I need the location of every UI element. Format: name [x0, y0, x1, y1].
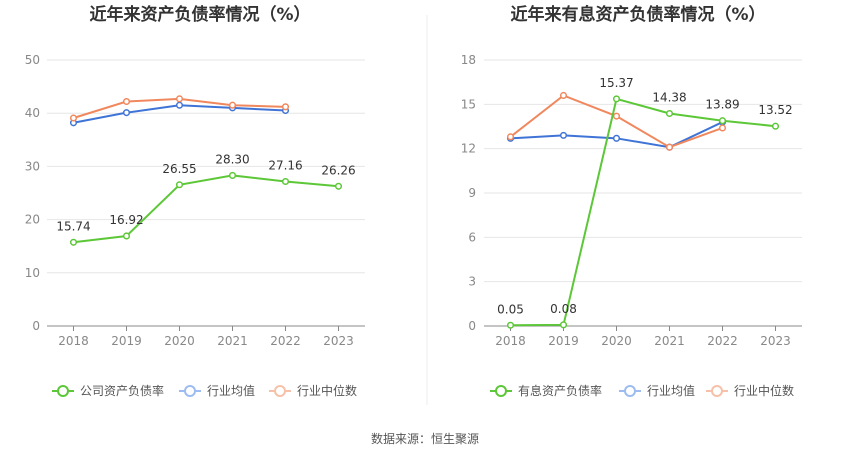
data-point: [69, 114, 78, 122]
data-label: 27.16: [268, 159, 302, 173]
x-tick-label: 2019: [548, 334, 579, 348]
data-point: [612, 95, 621, 103]
data-label: 0.08: [550, 302, 577, 316]
series-行业中位数: [506, 91, 727, 151]
x-tick-label: 2022: [270, 334, 301, 348]
series-行业均值: [69, 101, 290, 127]
legend-marker-icon: [495, 385, 507, 397]
data-point: [228, 101, 237, 109]
series-行业均值: [506, 118, 727, 151]
y-tick-label: 12: [461, 142, 476, 156]
legend-label: 公司资产负债率: [80, 383, 164, 398]
chart-title: 近年来资产负债率情况（%）: [89, 4, 310, 25]
legend-item[interactable]: 公司资产负债率: [52, 383, 164, 398]
data-label: 14.38: [652, 90, 686, 104]
x-tick-label: 2022: [707, 334, 738, 348]
data-point: [559, 321, 568, 329]
data-label: 26.26: [321, 163, 355, 177]
y-tick-label: 6: [468, 230, 476, 244]
series-line: [73, 174, 339, 244]
legend-label: 行业均值: [207, 383, 255, 398]
data-point: [175, 95, 184, 103]
x-tick-label: 2018: [495, 334, 526, 348]
x-tick-label: 2018: [58, 334, 89, 348]
data-point: [122, 109, 131, 117]
x-tick-label: 2020: [164, 334, 195, 348]
y-tick-label: 18: [461, 53, 476, 67]
data-point: [122, 232, 131, 240]
data-label: 16.92: [109, 213, 143, 227]
chart-panel-1: 近年来资产负债率情况（%） 0 10 20 30 40 50 2018 2019 2020 2021…: [25, 4, 365, 398]
y-tick-label: 15: [461, 97, 476, 111]
legend-item[interactable]: 行业中位数: [269, 383, 357, 398]
data-point: [559, 131, 568, 139]
data-point: [718, 117, 727, 125]
data-label: 13.89: [705, 98, 739, 112]
y-tick-label: 10: [25, 266, 40, 280]
series-line: [510, 121, 723, 149]
data-point: [175, 101, 184, 109]
legend-item[interactable]: 行业均值: [619, 383, 695, 398]
chart-title: 近年来有息资产负债率情况（%）: [510, 4, 765, 25]
data-label: 28.30: [215, 152, 249, 166]
data-point: [228, 171, 237, 179]
data-label: 13.52: [758, 103, 792, 117]
data-point: [122, 97, 131, 106]
x-tick-label: 2019: [111, 334, 142, 348]
legend-label: 有息资产负债率: [518, 383, 602, 398]
x-tick-label: 2023: [323, 334, 354, 348]
legend-item[interactable]: 行业中位数: [706, 383, 794, 398]
legend-marker-icon: [57, 385, 69, 397]
legend-marker-icon: [184, 385, 196, 397]
data-point: [175, 181, 184, 189]
legend-label: 行业中位数: [734, 383, 794, 398]
data-label: 15.74: [56, 219, 90, 233]
data-point: [665, 143, 674, 151]
x-tick-label: 2023: [760, 334, 791, 348]
data-point: [665, 109, 674, 118]
y-tick-label: 9: [468, 186, 476, 200]
y-tick-label: 0: [32, 319, 40, 333]
series-公司资产负债率: 15.74 16.92 26.55 28.30 27.16 26.26: [56, 152, 356, 246]
legend-marker-icon: [624, 385, 636, 397]
data-point: [718, 124, 727, 132]
legend-item[interactable]: 行业均值: [179, 383, 255, 398]
data-label: 0.05: [497, 302, 524, 316]
data-point: [612, 112, 621, 120]
x-tick-label: 2020: [601, 334, 632, 348]
y-tick-label: 40: [25, 106, 40, 120]
legend-marker-icon: [711, 385, 723, 397]
data-point: [559, 91, 568, 100]
data-point: [281, 177, 290, 186]
x-tick-label: 2021: [654, 334, 685, 348]
x-tick-label: 2021: [217, 334, 248, 348]
legend-label: 行业均值: [647, 383, 695, 398]
y-tick-label: 20: [25, 213, 40, 227]
y-tick-label: 3: [468, 275, 476, 289]
data-point: [506, 133, 515, 141]
data-label: 15.37: [599, 76, 633, 90]
series-行业中位数: [69, 95, 290, 122]
data-point: [281, 103, 290, 111]
data-point: [506, 321, 515, 329]
data-point: [612, 134, 621, 142]
legend-item[interactable]: 有息资产负债率: [490, 383, 602, 398]
data-point: [69, 238, 78, 246]
data-point: [771, 122, 780, 130]
data-source-note: 数据来源：恒生聚源: [371, 431, 479, 446]
y-tick-label: 0: [468, 319, 476, 333]
y-tick-label: 30: [25, 159, 40, 173]
series-有息资产负债率: 0.05 0.08 15.37 14.38 13.89 13.52: [497, 76, 793, 329]
chart-panel-2: 近年来有息资产负债率情况（%） 0 3 6 9 12 15 18 2018 2019 2020 202…: [461, 4, 802, 398]
series-line: [510, 97, 776, 327]
data-label: 26.55: [162, 162, 196, 176]
data-point: [334, 182, 343, 190]
y-tick-label: 50: [25, 53, 40, 67]
legend-label: 行业中位数: [297, 383, 357, 398]
legend-marker-icon: [274, 385, 286, 397]
